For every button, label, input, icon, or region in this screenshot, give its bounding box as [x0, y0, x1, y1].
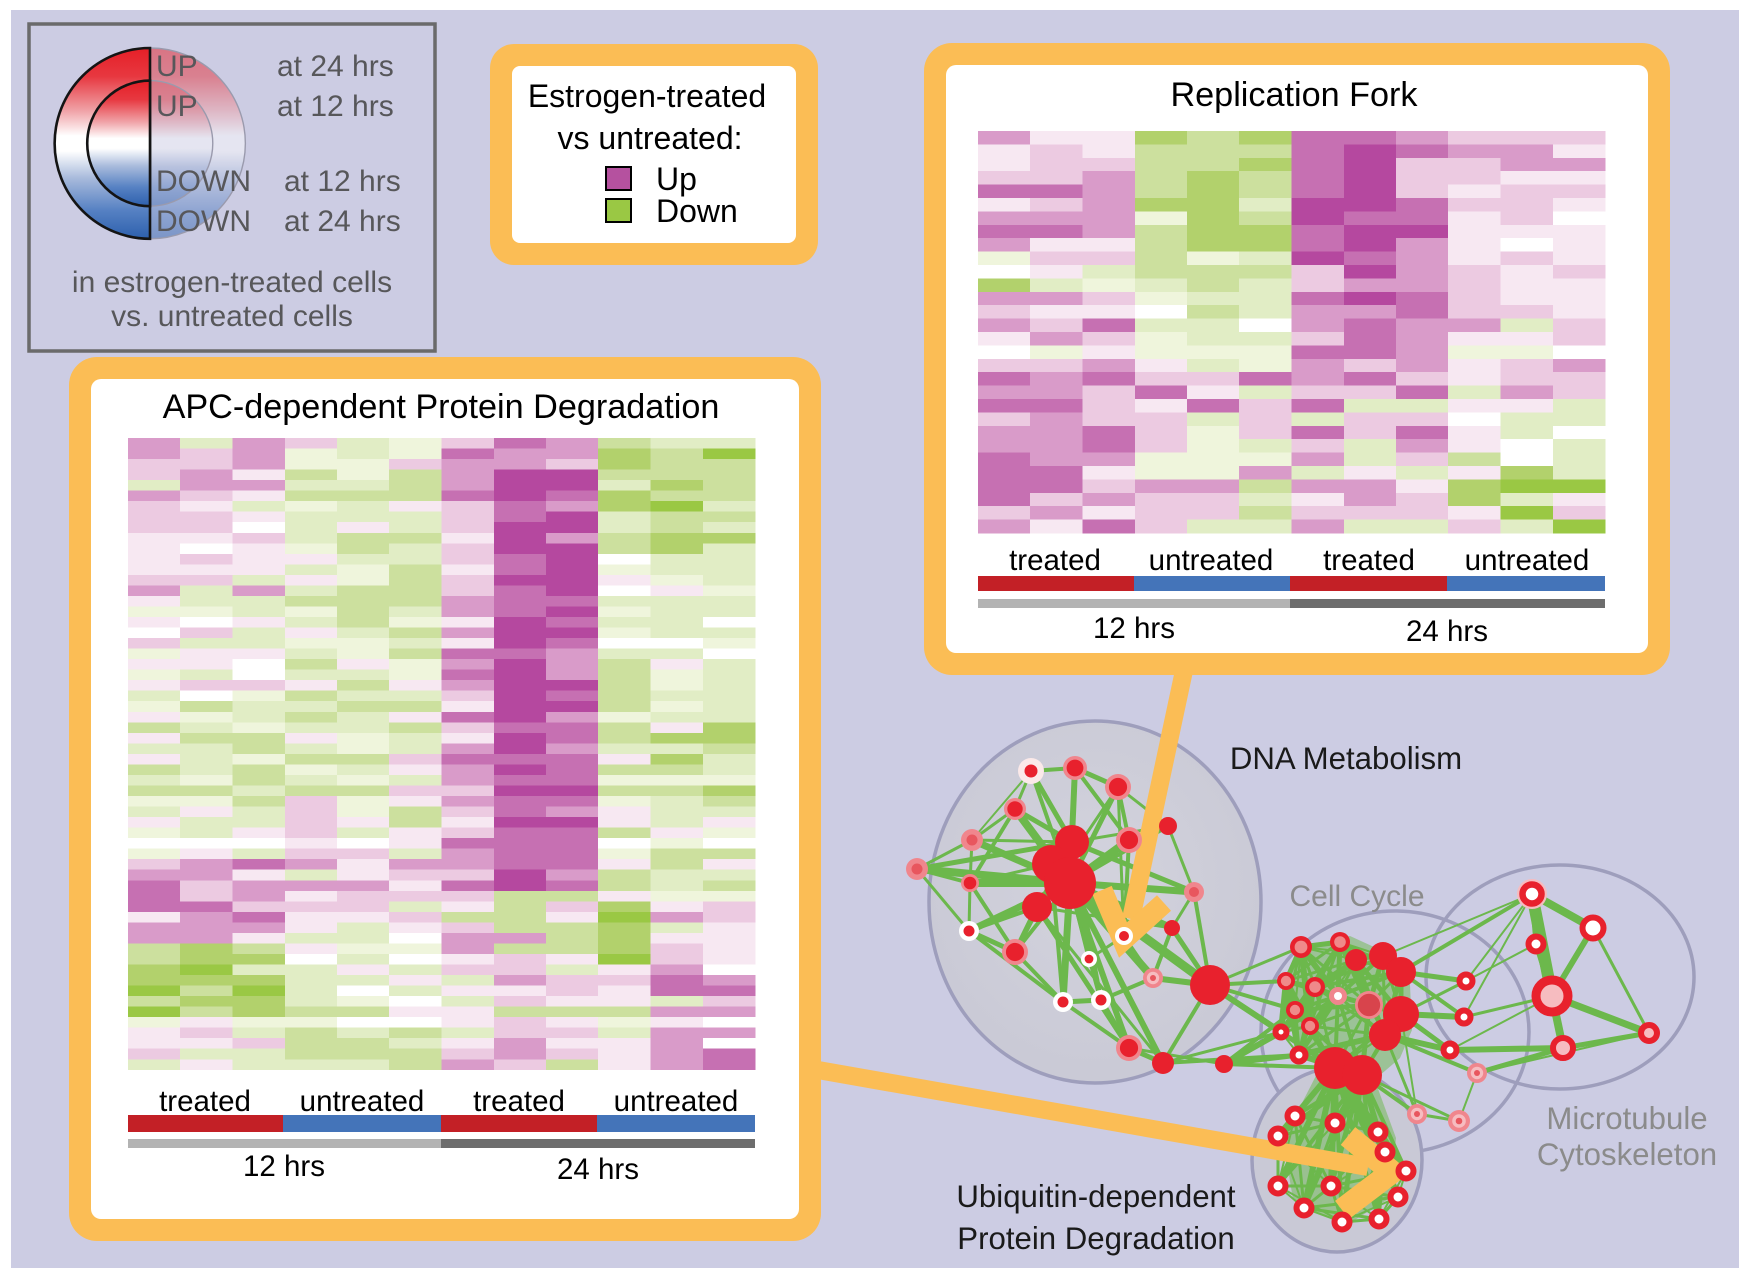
svg-text:untreated: untreated	[300, 1085, 425, 1118]
svg-text:Cell Cycle: Cell Cycle	[1289, 880, 1424, 913]
svg-text:at 24 hrs: at 24 hrs	[284, 205, 401, 238]
svg-text:Protein Degradation: Protein Degradation	[957, 1221, 1234, 1256]
svg-text:12 hrs: 12 hrs	[1093, 612, 1175, 645]
svg-text:at 24 hrs: at 24 hrs	[277, 50, 394, 83]
svg-text:Up: Up	[656, 161, 697, 197]
svg-text:DOWN: DOWN	[156, 205, 251, 238]
svg-text:UP: UP	[156, 50, 198, 83]
svg-text:UP: UP	[156, 90, 198, 123]
svg-text:treated: treated	[473, 1085, 565, 1118]
svg-text:24 hrs: 24 hrs	[557, 1153, 639, 1186]
svg-text:Down: Down	[656, 193, 738, 229]
svg-text:untreated: untreated	[1465, 544, 1590, 577]
svg-text:24 hrs: 24 hrs	[1406, 615, 1488, 648]
svg-text:untreated: untreated	[1149, 544, 1274, 577]
svg-text:Microtubule: Microtubule	[1546, 1101, 1707, 1136]
svg-text:in estrogen-treated cells: in estrogen-treated cells	[72, 266, 392, 299]
svg-text:vs. untreated cells: vs. untreated cells	[111, 300, 353, 333]
svg-text:DOWN: DOWN	[156, 165, 251, 198]
svg-text:treated: treated	[1323, 544, 1415, 577]
svg-text:at 12 hrs: at 12 hrs	[277, 90, 394, 123]
svg-text:treated: treated	[1009, 544, 1101, 577]
svg-text:vs untreated:: vs untreated:	[558, 120, 743, 156]
svg-text:DNA Metabolism: DNA Metabolism	[1230, 741, 1462, 776]
svg-text:untreated: untreated	[614, 1085, 739, 1118]
svg-text:APC-dependent Protein Degradat: APC-dependent Protein Degradation	[163, 388, 720, 426]
svg-text:at 12 hrs: at 12 hrs	[284, 165, 401, 198]
svg-text:treated: treated	[159, 1085, 251, 1118]
svg-text:12 hrs: 12 hrs	[243, 1150, 325, 1183]
svg-text:Cytoskeleton: Cytoskeleton	[1537, 1137, 1717, 1172]
svg-text:Ubiquitin-dependent: Ubiquitin-dependent	[956, 1179, 1235, 1214]
svg-text:Estrogen-treated: Estrogen-treated	[528, 78, 766, 114]
svg-text:Replication Fork: Replication Fork	[1170, 76, 1418, 114]
